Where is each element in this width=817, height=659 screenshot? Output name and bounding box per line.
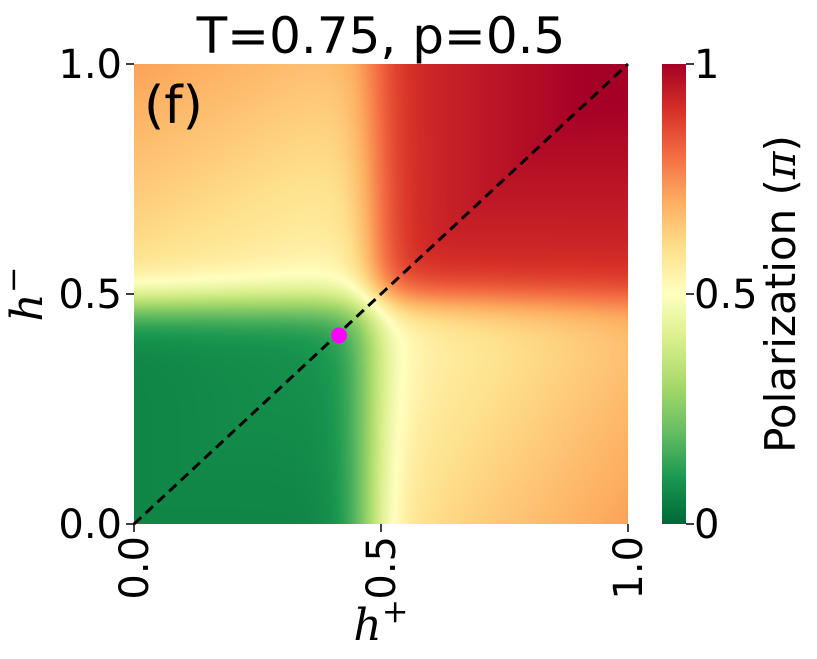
x-tick-label: 0.5	[359, 536, 405, 600]
colorbar-tick-label: 0	[694, 502, 719, 548]
colorbar-tick-label: 1	[694, 42, 719, 88]
x-axis-label-sup: +	[382, 592, 409, 630]
colorbar	[662, 64, 686, 524]
y-tick-label: 0.5	[58, 272, 122, 318]
diagonal-line	[132, 62, 630, 526]
y-axis-label-base: h	[2, 293, 53, 321]
x-tick-label: 0.0	[112, 536, 158, 600]
x-axis-label-base: h	[353, 600, 381, 651]
colorbar-label-close: )	[756, 135, 805, 151]
x-axis-ticks: 0.0 0.5 1.0	[112, 524, 652, 600]
y-axis-ticks: 0.0 0.5 1.0	[58, 42, 134, 548]
colorbar-ticks: 00.51	[686, 42, 758, 548]
y-tick-label: 1.0	[58, 42, 122, 88]
x-tick-label: 1.0	[606, 536, 652, 600]
colorbar-label-text: Polarization (	[756, 179, 805, 453]
panel-label: (f)	[144, 76, 203, 136]
x-axis-label: h+	[353, 592, 408, 651]
y-axis-label: h−	[0, 266, 53, 321]
colorbar-label-symbol: π	[756, 150, 805, 180]
colorbar-tick-label: 0.5	[694, 272, 758, 318]
colorbar-label: Polarization (π)	[756, 135, 805, 453]
y-tick-label: 0.0	[58, 502, 122, 548]
critical-point-marker	[331, 327, 348, 344]
y-axis-label-sup: −	[0, 266, 32, 293]
chart-title: T=0.75, p=0.5	[196, 7, 566, 65]
